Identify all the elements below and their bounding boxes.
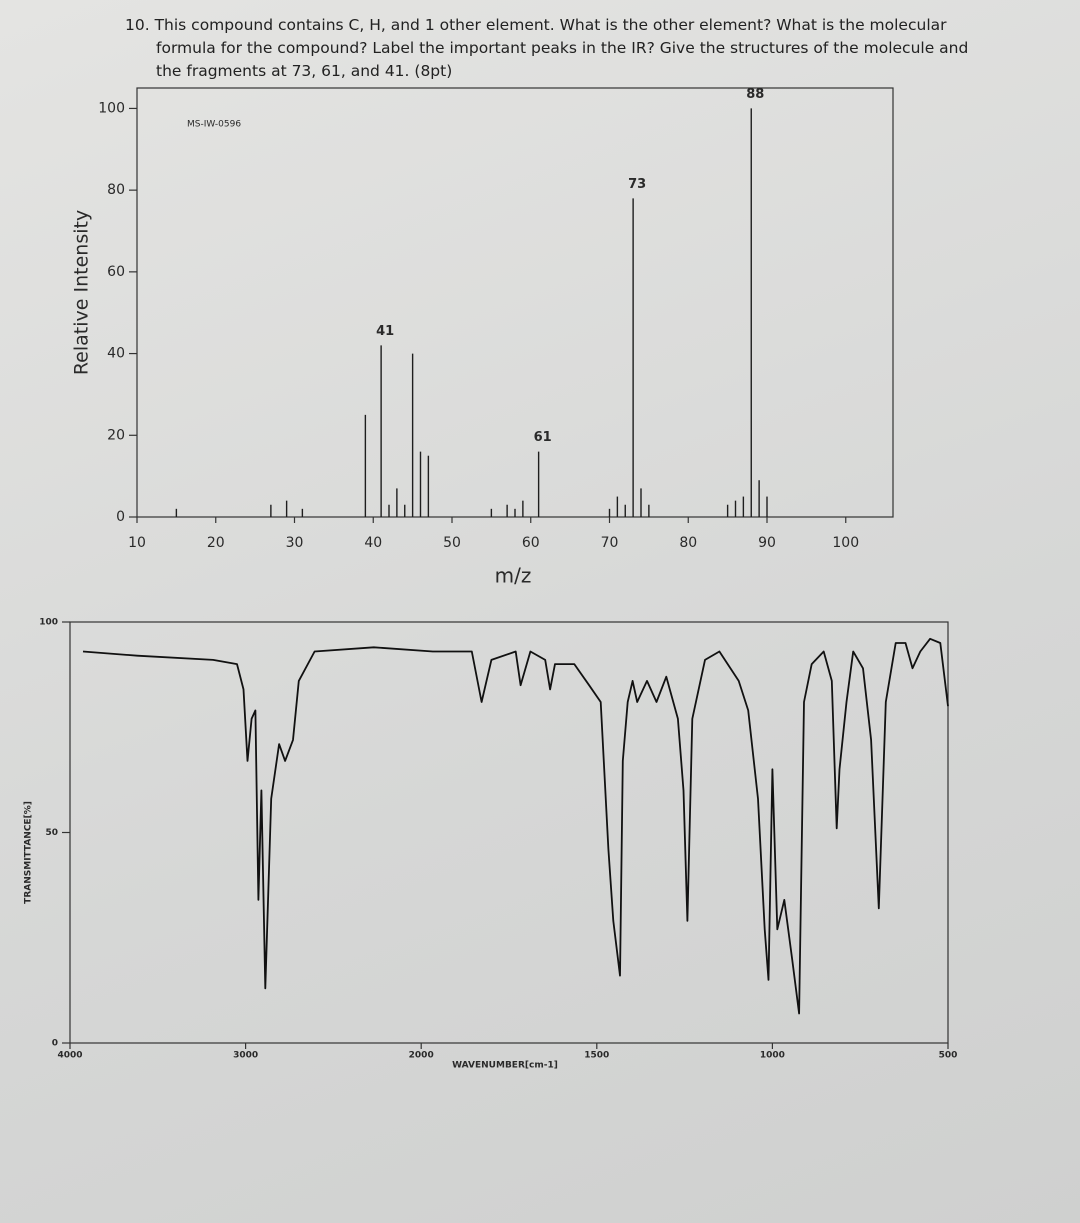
x-tick-label: 1000 [760,1051,785,1061]
x-tick-label: 500 [939,1051,958,1061]
x-tick-label: 90 [758,535,776,551]
peak-label: 88 [746,87,764,102]
question: 10. This compound contains C, H, and 1 o… [125,16,969,80]
x-tick-label: 100 [832,535,859,551]
spectrum-line [82,637,949,1015]
x-axis-label: WAVENUMBER[cm-1] [452,1061,558,1071]
x-axis-label: m/z [495,564,532,588]
chart: 0 20 40 60 80 100 10 20 30 40 50 60 70 80 90 100 m/z Rela… [71,87,894,588]
x-tick-label: 2000 [409,1051,434,1061]
x-tick-label: 3000 [233,1051,258,1061]
y-tick-label: 0 [116,509,125,525]
chart: 0 50 100 4000 3000 2000 1500 1000 500 WAVENUMBER[… [24,618,958,1071]
x-tick-label: 10 [128,535,146,551]
y-tick-label: 0 [52,1039,58,1049]
y-axis-label: Relative Intensity [71,210,93,375]
x-tick-label: 1500 [584,1051,609,1061]
y-tick-label: 20 [107,427,125,443]
x-tick-label: 70 [601,535,619,551]
y-tick-label: 50 [45,828,58,838]
y-tick-label: 80 [107,182,125,198]
x-tick-label: 40 [364,535,382,551]
x-tick-label: 30 [286,535,304,551]
peak-label: 73 [628,177,646,192]
peak-label: 41 [376,324,394,339]
peak-label: 61 [534,430,552,445]
y-tick-label: 60 [107,264,125,280]
x-tick-label: 80 [679,535,697,551]
x-tick-label: 4000 [57,1051,82,1061]
x-tick-label: 60 [522,535,540,551]
plot-frame [136,87,894,518]
x-tick-label: 50 [443,535,461,551]
y-axis-label: TRANSMITTANCE[%] [24,801,34,904]
x-tick-label: 20 [207,535,225,551]
y-tick-label: 100 [39,618,58,628]
sample-id: MS-IW-0596 [187,120,241,130]
y-tick-label: 40 [107,346,125,362]
y-tick-label: 100 [98,100,125,116]
plot-frame [69,621,949,1044]
